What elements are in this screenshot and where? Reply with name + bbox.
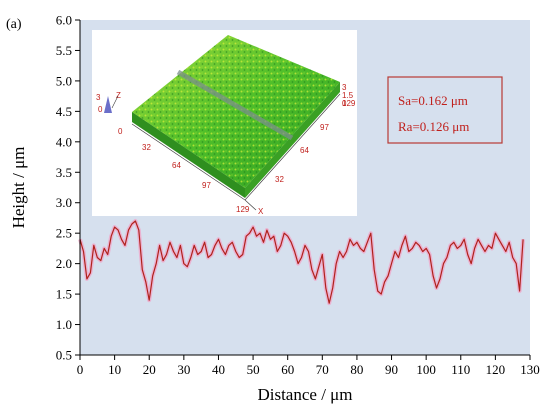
y-axis-ticks: 0.5 1.0 1.5 2.0 2.5 3.0 3.5 4.0 4.5 5.0 5.5 6.0 (56, 13, 80, 363)
inset-z-scale-bar (104, 96, 112, 113)
panel-label: (a) (6, 17, 22, 32)
y-tick-label: 6.0 (56, 13, 72, 28)
y-axis-title: Height / μm (9, 147, 28, 229)
y-tick-label: 0.5 (56, 348, 72, 363)
inset-surface-front-right (245, 82, 340, 198)
inset-z-tick-1-5: 1.5 (342, 91, 354, 100)
series-0-line (79, 220, 524, 304)
y-tick-label: 1.5 (56, 287, 72, 302)
x-tick-label: 60 (281, 362, 294, 377)
inset-scratch-groove (176, 69, 294, 141)
y-tick-label: 3.0 (56, 195, 72, 210)
inset-x-tick-32: 32 (142, 143, 151, 152)
x-tick-label: 0 (77, 362, 84, 377)
x-tick-label: 130 (520, 362, 540, 377)
inset-y-tick-129: 129 (342, 99, 356, 108)
y-tick-label: 2.5 (56, 226, 72, 241)
inset-x-tick-0: 0 (118, 127, 123, 136)
inset-y-tick-97: 97 (320, 123, 329, 132)
x-tick-label: 110 (451, 362, 470, 377)
x-tick-label: 30 (177, 362, 190, 377)
x-tick-label: 20 (143, 362, 156, 377)
y-tick-label: 3.5 (56, 165, 72, 180)
x-tick-label: 50 (247, 362, 260, 377)
inset-z-tick-3: 3 (342, 83, 347, 92)
inset-x-tick-129: 129 (236, 205, 250, 214)
inset-z-axis-label: Z (116, 91, 121, 100)
x-tick-label: 120 (486, 362, 506, 377)
inset-x-tick-64: 64 (172, 161, 181, 170)
x-axis-ticks: 0 10 20 30 40 50 60 70 80 90 100 110 120 130 (77, 355, 540, 377)
inset-x-tick-97: 97 (202, 181, 211, 190)
inset-y-tick-32: 32 (275, 175, 284, 184)
ra-value: Ra=0.126 μm (398, 119, 469, 134)
stats-box-border (387, 76, 503, 144)
x-tick-label: 80 (350, 362, 363, 377)
roughness-stats-box: Sa=0.162 μm Ra=0.126 μm (387, 76, 503, 144)
inset-z-axis-line (111, 95, 119, 109)
x-tick-label: 70 (316, 362, 329, 377)
height-profile-series (78, 219, 526, 306)
inset-x-arrow (244, 199, 257, 211)
sa-value: Sa=0.162 μm (398, 93, 468, 108)
inset-surface-front-left (132, 112, 245, 198)
inset-x-axis-label: X (258, 207, 264, 216)
inset-z-scale-min: 0 (98, 105, 103, 114)
x-tick-label: 10 (108, 362, 121, 377)
surface-3d-inset: 0 32 64 97 129 X 32 64 97 129 3 1.5 0 3 … (92, 30, 357, 216)
x-tick-label: 100 (416, 362, 436, 377)
y-tick-label: 5.5 (56, 43, 72, 58)
y-tick-label: 4.5 (56, 104, 72, 119)
inset-z-tick-0: 0 (342, 99, 347, 108)
inset-y-axis-line (244, 93, 341, 201)
y-tick-label: 5.0 (56, 73, 72, 88)
inset-y-tick-64: 64 (300, 146, 309, 155)
y-tick-label: 4.0 (56, 134, 72, 149)
x-axis-title: Distance / μm (257, 385, 352, 404)
y-tick-label: 2.0 (56, 256, 72, 271)
inset-x-axis-line (131, 123, 246, 201)
y-tick-label: 1.0 (56, 317, 72, 332)
x-tick-label: 40 (212, 362, 225, 377)
x-tick-label: 90 (385, 362, 398, 377)
axes (79, 20, 530, 356)
inset-z-scale-max: 3 (96, 93, 101, 102)
